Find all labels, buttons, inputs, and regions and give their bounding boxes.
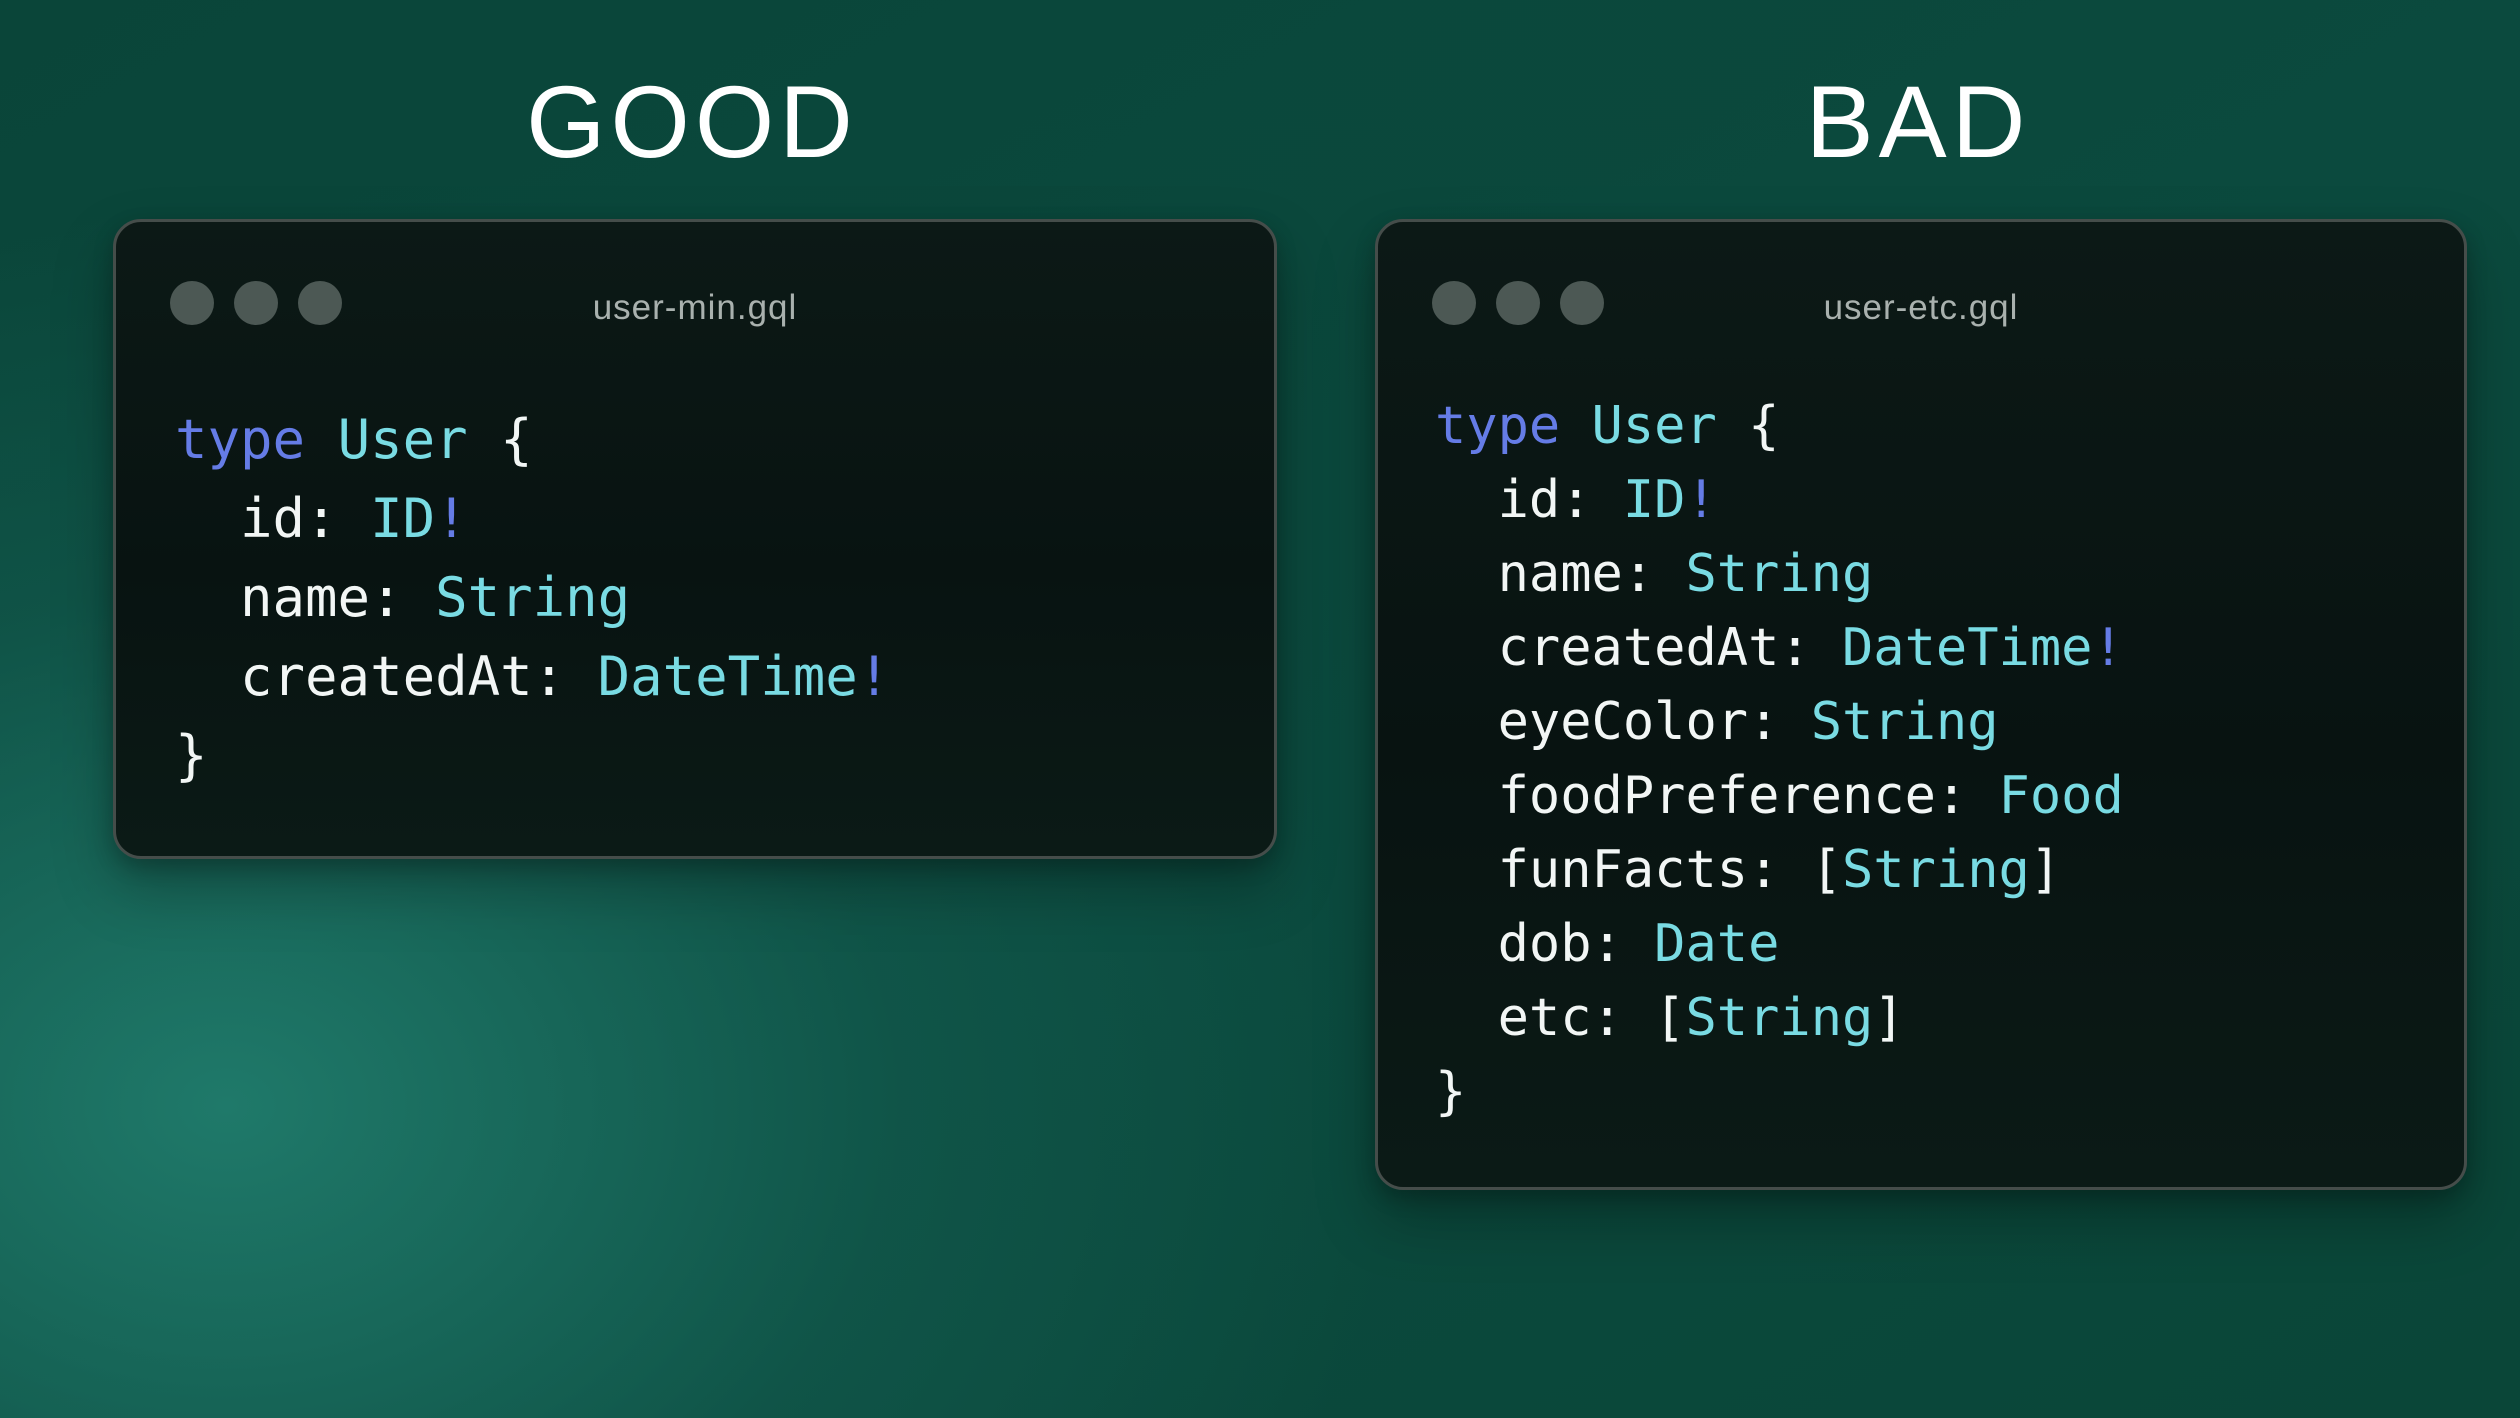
bad-heading: BAD	[1805, 65, 2031, 179]
code-line: name: String	[1435, 544, 1874, 604]
code-window-bad: user-etc.gql type User { id: ID! name: S…	[1375, 219, 2467, 1190]
code-line: type User {	[1435, 396, 1780, 456]
code-line: }	[175, 724, 208, 787]
code-block-bad: type User { id: ID! name: String created…	[1435, 389, 2124, 1129]
window-control-dot-icon	[1560, 281, 1604, 325]
code-line: id: ID!	[175, 487, 468, 550]
code-line: funFacts: [String]	[1435, 840, 2062, 900]
code-line: createdAt: DateTime!	[1435, 618, 2124, 678]
code-window-good: user-min.gql type User { id: ID! name: S…	[113, 219, 1277, 859]
code-line: dob: Date	[1435, 914, 1780, 974]
code-line: type User {	[175, 408, 533, 471]
window-control-dot-icon	[1496, 281, 1540, 325]
code-line: }	[1435, 1062, 1467, 1122]
good-heading: GOOD	[526, 65, 858, 179]
window-control-dot-icon	[298, 281, 342, 325]
window-control-dot-icon	[234, 281, 278, 325]
code-line: foodPreference: Food	[1435, 766, 2124, 826]
code-block-good: type User { id: ID! name: String created…	[175, 400, 890, 795]
window-title-good: user-min.gql	[592, 288, 798, 327]
code-line: etc: [String]	[1435, 988, 1905, 1048]
window-control-dot-icon	[170, 281, 214, 325]
code-line: eyeColor: String	[1435, 692, 1999, 752]
window-controls	[1432, 281, 1604, 325]
code-line: createdAt: DateTime!	[175, 645, 891, 708]
window-control-dot-icon	[1432, 281, 1476, 325]
window-controls	[170, 281, 342, 325]
code-line: name: String	[175, 566, 631, 629]
code-line: id: ID!	[1435, 470, 1717, 530]
window-title-bad: user-etc.gql	[1823, 288, 2019, 327]
